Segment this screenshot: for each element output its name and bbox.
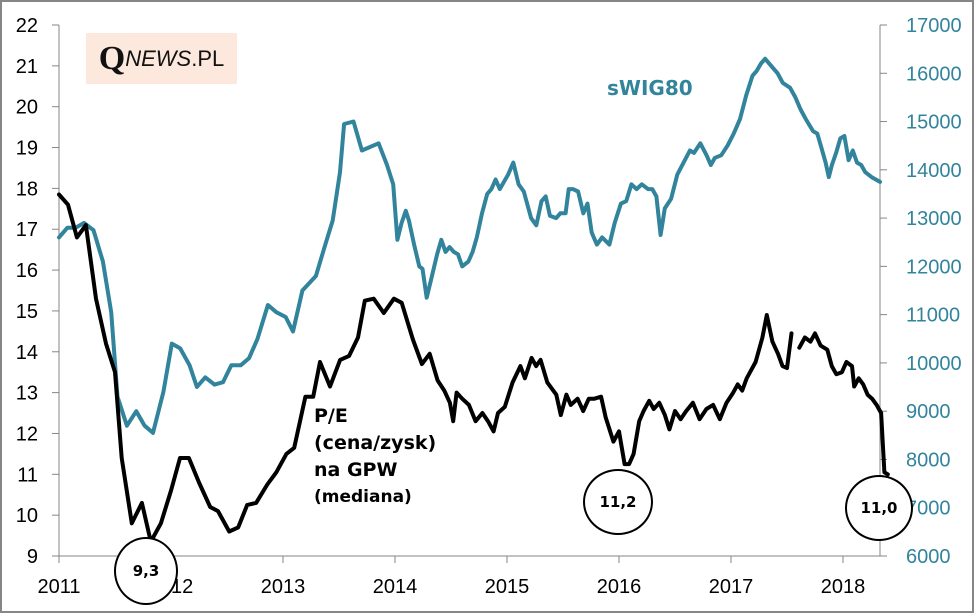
pe-label-line-2: (cena/zysk) — [314, 432, 437, 454]
right-axis-tick-label: 13000 — [906, 208, 962, 230]
annotation-bubble-latest-2018: 11,0 — [845, 475, 913, 541]
left-axis-tick-label: 17 — [16, 219, 38, 241]
annotation-bubble-min-2011: 9,3 — [114, 537, 178, 605]
left-axis-tick-label: 10 — [16, 505, 38, 527]
left-axis-tick-label: 21 — [16, 56, 38, 78]
pe-ratio-line — [57, 192, 794, 544]
pe-label-line-4: (mediana) — [314, 487, 412, 507]
right-axis-tick-label: 12000 — [906, 256, 962, 278]
swig80-line — [57, 56, 882, 435]
pe-label-line-1: P/E — [314, 405, 348, 427]
logo-news: NEWS — [125, 45, 192, 71]
x-axis-tick-label: 2011 — [37, 576, 80, 598]
left-axis-tick-label: 15 — [16, 301, 38, 323]
pe-ratio-line-segment-2 — [797, 331, 890, 477]
left-axis-tick-label: 19 — [16, 138, 38, 160]
swig80-series-label: sWIG80 — [607, 76, 693, 100]
pe-series-label: P/E (cena/zysk) na GPW (mediana) — [314, 403, 436, 511]
left-axis-tick-label: 11 — [17, 464, 38, 486]
right-axis-tick-label: 11000 — [906, 305, 960, 327]
right-axis-tick-label: 9000 — [906, 401, 951, 423]
x-axis-tick-label: 2014 — [373, 576, 418, 598]
right-axis-tick-label: 8000 — [906, 449, 951, 471]
logo-pl: .PL — [191, 45, 225, 71]
left-axis-tick-label: 13 — [16, 383, 38, 405]
left-axis-tick-label: 16 — [16, 260, 38, 282]
right-axis-tick-label: 10000 — [906, 353, 962, 375]
x-axis-tick-label: 2015 — [485, 576, 530, 598]
x-axis-tick-label: 2013 — [261, 576, 306, 598]
left-axis-tick-label: 18 — [16, 178, 38, 200]
right-axis-tick-label: 15000 — [906, 112, 962, 134]
left-axis-tick-label: 14 — [16, 342, 38, 364]
left-axis-tick-label: 12 — [16, 423, 38, 445]
x-axis-tick-label: 2016 — [597, 576, 642, 598]
right-axis-tick-label: 16000 — [906, 63, 962, 85]
left-axis-tick-label: 22 — [16, 15, 38, 37]
annotation-bubble-min-2016: 11,2 — [583, 469, 653, 535]
x-axis-tick-label: 2017 — [709, 576, 754, 598]
left-axis-tick-label: 20 — [16, 97, 38, 119]
pe-label-line-3: na GPW — [314, 459, 398, 481]
qnews-logo: Q NEWS .PL — [86, 33, 237, 84]
left-axis-tick-label: 9 — [27, 546, 38, 568]
right-axis-tick-label: 17000 — [906, 15, 962, 37]
logo-q: Q — [98, 39, 126, 77]
x-axis-tick-label: 2018 — [821, 576, 866, 598]
right-axis-tick-label: 7000 — [906, 498, 951, 520]
right-axis-tick-label: 14000 — [906, 160, 962, 182]
right-axis-tick-label: 6000 — [906, 546, 951, 568]
